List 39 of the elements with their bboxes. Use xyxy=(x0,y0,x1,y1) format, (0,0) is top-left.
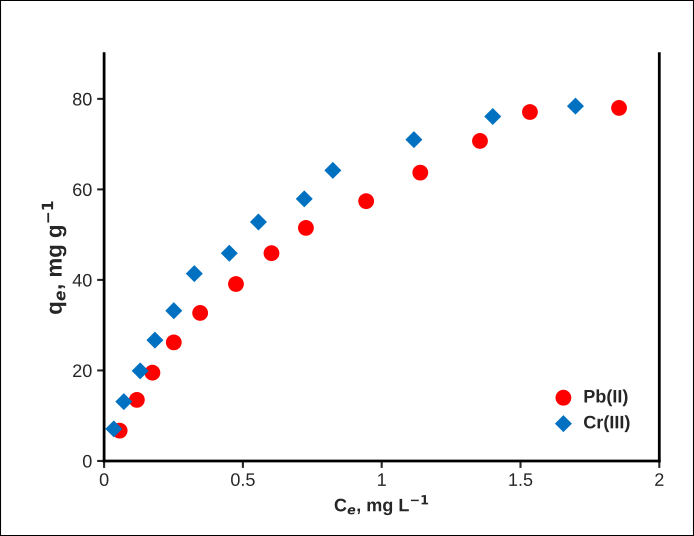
y-tick-label: 20 xyxy=(73,364,92,378)
point xyxy=(566,98,584,115)
point xyxy=(324,162,342,179)
y-tick-label: 0 xyxy=(82,454,92,468)
y-tick-label: 80 xyxy=(73,92,92,106)
point xyxy=(264,245,280,262)
x-tick-label: 1 xyxy=(378,473,386,486)
x-tick-label: 2 xyxy=(655,473,664,486)
legend-label: Cr(III) xyxy=(584,415,630,432)
point xyxy=(522,104,538,120)
point xyxy=(166,334,182,350)
point xyxy=(228,276,244,292)
point xyxy=(405,131,422,148)
point xyxy=(472,133,488,149)
x-axis-title: C$_{e}$, mg L$^{−1}$ xyxy=(334,495,428,516)
point xyxy=(298,220,314,236)
x-tick-label: 1.5 xyxy=(509,473,532,486)
point xyxy=(186,265,203,282)
y-axis-title: q$_{e}$, mg g$^{−1}$ xyxy=(42,201,66,314)
point xyxy=(105,420,122,438)
point xyxy=(611,100,627,116)
point xyxy=(165,302,182,320)
x-tick-label: 0.5 xyxy=(231,473,255,486)
point xyxy=(146,332,164,349)
point xyxy=(296,190,313,208)
point xyxy=(412,164,428,181)
point xyxy=(115,393,132,410)
y-tick-label: 40 xyxy=(72,274,92,287)
point xyxy=(144,364,160,381)
point xyxy=(128,392,145,408)
legend-label: Pb(II) xyxy=(584,389,628,406)
point xyxy=(192,305,208,321)
point xyxy=(220,244,238,262)
point xyxy=(132,362,149,380)
point xyxy=(484,108,502,126)
point xyxy=(250,213,267,230)
y-tick-label: 60 xyxy=(73,183,92,196)
x-tick-label: 0 xyxy=(100,473,108,486)
point xyxy=(358,193,374,210)
